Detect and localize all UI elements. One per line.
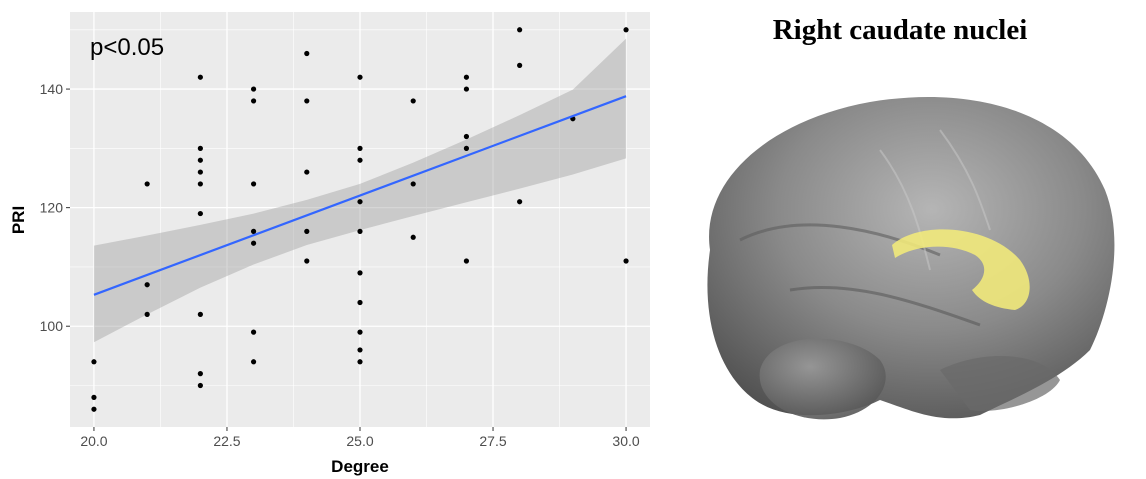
data-point xyxy=(463,74,470,80)
data-point xyxy=(250,240,257,246)
significance-annotation: p<0.05 xyxy=(90,34,164,61)
data-point xyxy=(410,234,416,240)
data-point xyxy=(304,258,310,264)
y-tick-label: 140 xyxy=(40,81,64,97)
data-points xyxy=(91,27,629,412)
y-axis-title: PRI xyxy=(9,206,28,234)
brain-surface xyxy=(707,96,1115,420)
data-point xyxy=(197,311,203,317)
brain-panel-title: Right caudate nuclei xyxy=(772,14,1028,46)
regression-line xyxy=(93,95,627,296)
confidence-band-area xyxy=(93,38,627,343)
data-point xyxy=(250,181,257,187)
data-point xyxy=(304,98,310,104)
x-tick-label: 27.5 xyxy=(479,433,506,449)
x-tick-label: 20.0 xyxy=(80,433,107,449)
data-point xyxy=(197,145,203,151)
data-point xyxy=(357,270,363,276)
data-point xyxy=(91,394,97,400)
data-point xyxy=(304,169,310,175)
data-point xyxy=(357,157,363,163)
caudate-highlight xyxy=(892,229,1030,310)
x-tick-label: 22.5 xyxy=(213,433,240,449)
data-point xyxy=(463,145,470,151)
data-point xyxy=(410,98,416,104)
data-point xyxy=(250,329,257,335)
brain-render xyxy=(707,96,1115,420)
data-point xyxy=(517,27,523,33)
data-point xyxy=(144,181,150,187)
data-point xyxy=(304,50,310,57)
data-point xyxy=(463,86,470,92)
data-point xyxy=(250,86,257,92)
data-point xyxy=(250,228,257,234)
data-point xyxy=(91,406,97,412)
data-point xyxy=(623,27,629,33)
data-point xyxy=(91,359,97,365)
data-point xyxy=(517,199,523,205)
data-point xyxy=(144,311,150,317)
data-point xyxy=(250,98,257,104)
data-point xyxy=(463,258,470,264)
data-point xyxy=(357,347,363,353)
scatter-plot: 20.0 22.5 25.0 27.5 30.0 100 120 140 p<0.05 Deg… xyxy=(9,12,650,476)
data-point xyxy=(197,371,203,377)
data-point xyxy=(357,199,363,205)
data-point xyxy=(357,329,363,335)
data-point xyxy=(357,74,363,80)
data-point xyxy=(357,299,363,306)
grid-lines xyxy=(70,12,650,427)
axis-ticks: 20.0 22.5 25.0 27.5 30.0 100 120 140 xyxy=(40,81,640,449)
data-point xyxy=(197,382,203,389)
data-point xyxy=(357,228,363,234)
y-tick-label: 100 xyxy=(40,318,64,334)
data-point xyxy=(197,157,203,163)
data-point xyxy=(197,169,203,175)
data-point xyxy=(357,145,363,151)
data-point xyxy=(197,210,203,217)
y-tick-label: 120 xyxy=(40,200,64,216)
x-tick-label: 25.0 xyxy=(346,433,373,449)
fit-line xyxy=(93,95,627,296)
data-point xyxy=(250,359,257,365)
data-point xyxy=(197,181,203,187)
data-point xyxy=(623,258,629,264)
data-point xyxy=(463,133,470,140)
confidence-band xyxy=(93,38,627,343)
data-point xyxy=(410,181,416,187)
x-axis-title: Degree xyxy=(331,457,389,476)
data-point xyxy=(144,282,150,288)
x-tick-label: 30.0 xyxy=(612,433,639,449)
data-point xyxy=(304,228,310,234)
data-point xyxy=(357,359,363,365)
data-point xyxy=(197,74,203,80)
data-point xyxy=(517,62,523,68)
